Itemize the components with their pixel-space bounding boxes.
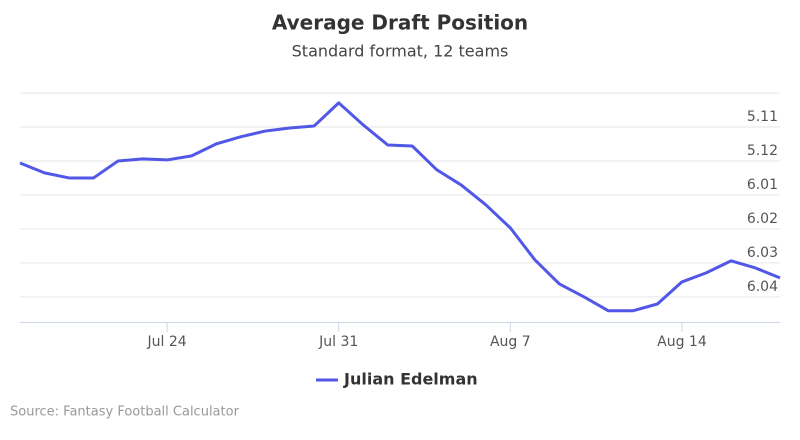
x-tick-label: Jul 31 bbox=[318, 334, 358, 350]
x-tick-label: Jul 24 bbox=[147, 334, 187, 350]
chart-subtitle: Standard format, 12 teams bbox=[292, 42, 509, 61]
y-tick-label: 6.02 bbox=[747, 211, 778, 227]
y-tick-label: 6.01 bbox=[747, 177, 778, 193]
y-tick-label: 6.03 bbox=[747, 245, 778, 261]
y-tick-label: 5.12 bbox=[747, 143, 778, 159]
x-tick-label: Aug 14 bbox=[657, 334, 707, 350]
series-line bbox=[19, 101, 781, 313]
chart-title: Average Draft Position bbox=[272, 11, 528, 35]
x-tick-label: Aug 7 bbox=[490, 334, 531, 350]
credits: Source: Fantasy Football Calculator bbox=[10, 405, 240, 420]
legend-label: Julian Edelman bbox=[343, 370, 478, 389]
y-tick-label: 6.04 bbox=[747, 279, 778, 295]
y-tick-label: 5.11 bbox=[747, 109, 778, 125]
